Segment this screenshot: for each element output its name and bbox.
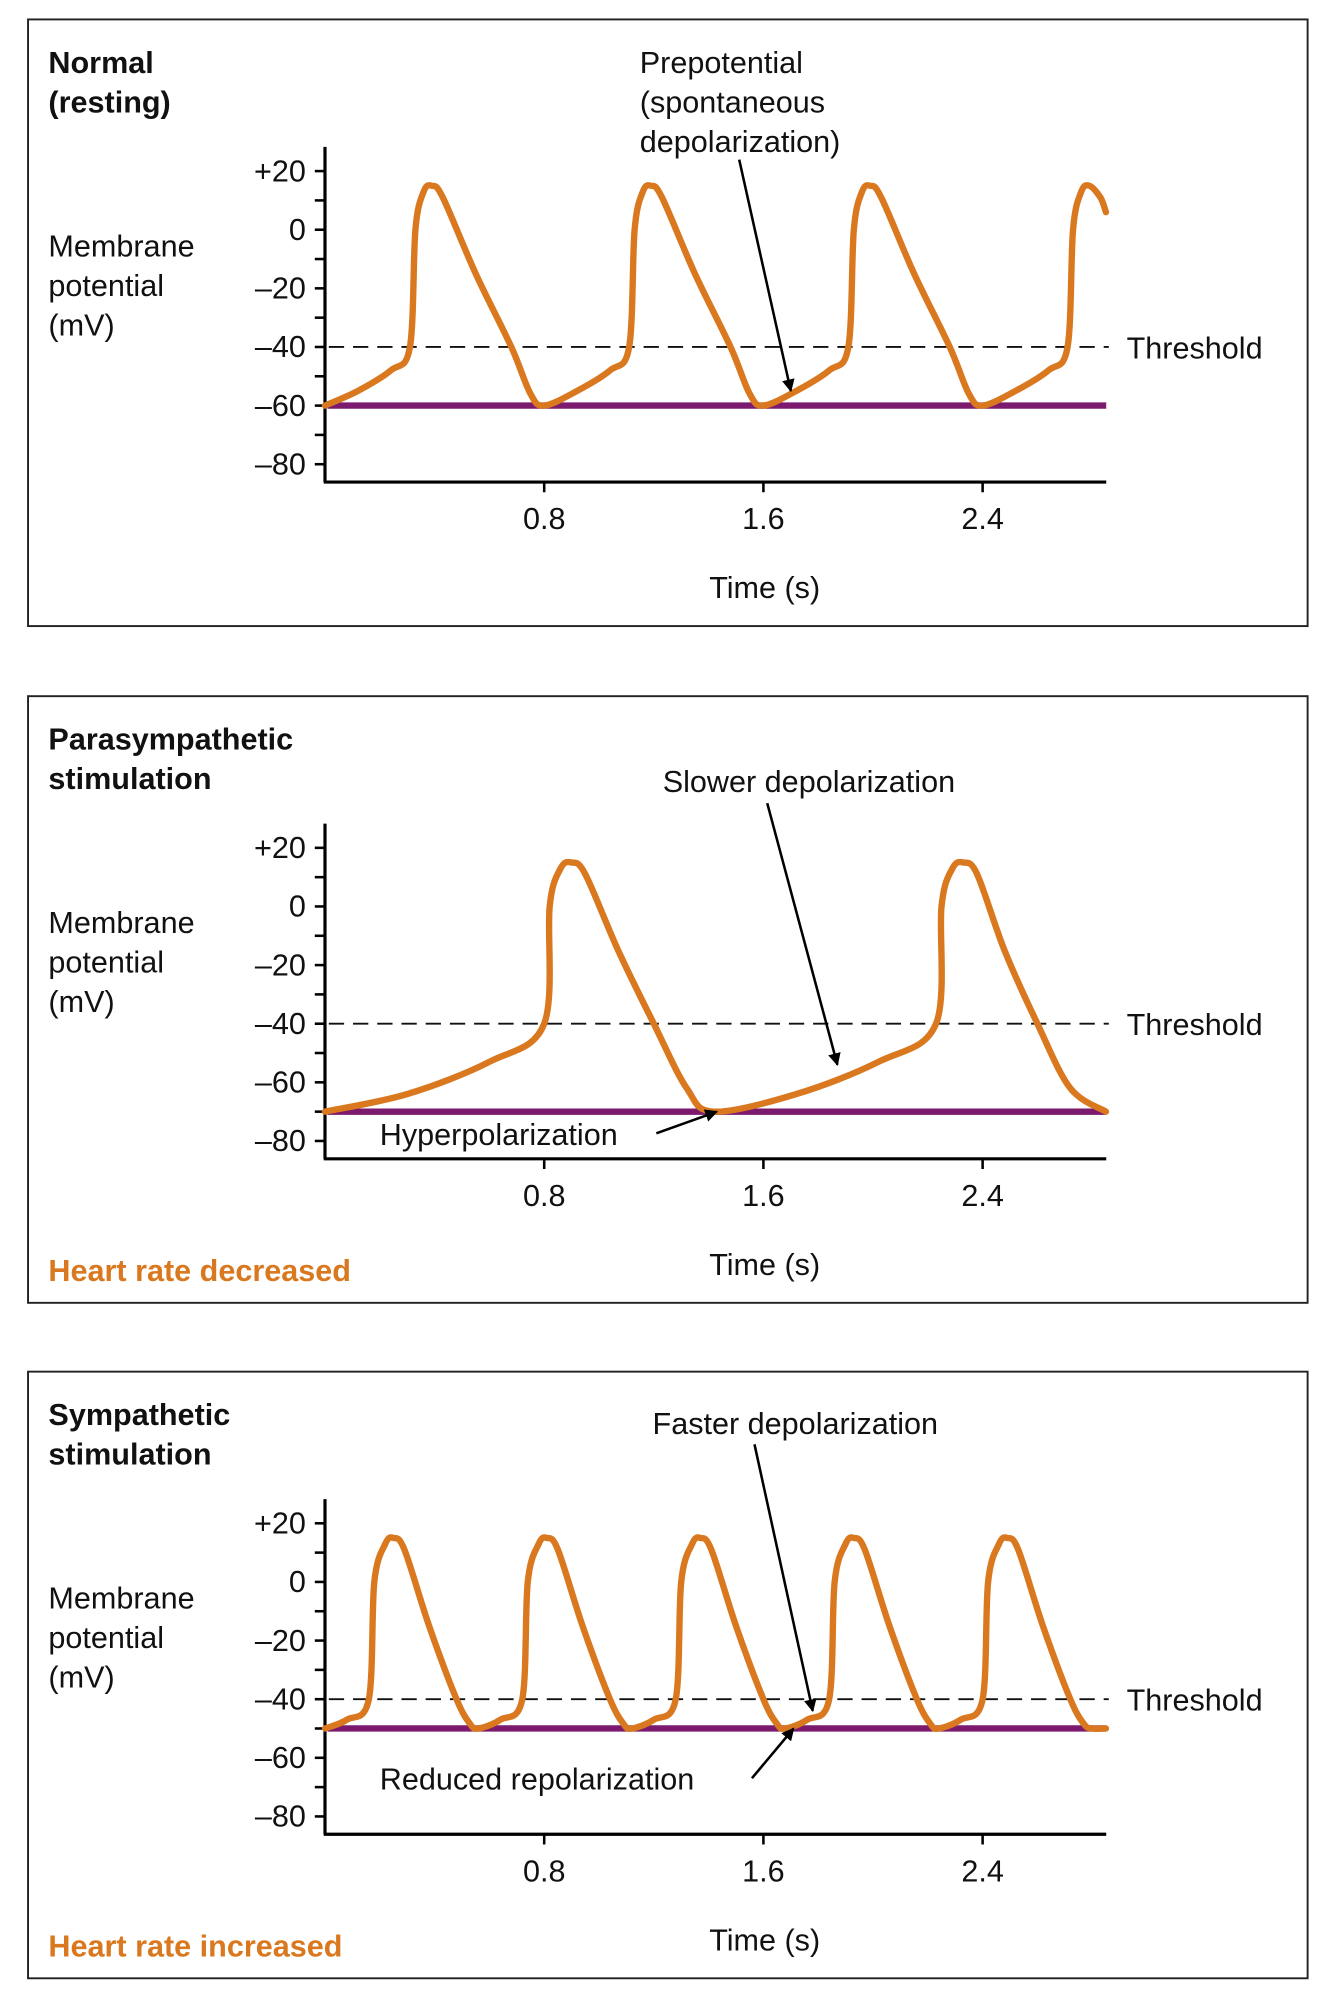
heart-rate-outcome: Heart rate decreased [48,1254,351,1288]
panel-title: (resting) [48,85,170,119]
x-axis-label: Time (s) [709,1248,820,1282]
x-tick-label: 2.4 [961,1179,1004,1213]
panel-title: Normal [48,46,153,80]
panel-3: Sympathetic stimulation Membrane potential (… [27,1370,1309,1980]
threshold-label: Threshold [1127,1684,1263,1718]
y-tick-label: –40 [255,1007,306,1041]
annotation-label: Slower depolarization [663,765,955,799]
heart-rate-outcome: Heart rate increased [48,1930,342,1964]
y-tick-label: –20 [255,948,306,982]
y-axis-label: Membrane [48,906,194,940]
y-axis-label: (mV) [48,308,114,342]
y-tick-label: –80 [255,447,306,481]
y-tick-label: +20 [254,1507,306,1541]
threshold-label: Threshold [1127,331,1263,365]
panel-title: Sympathetic [48,1398,230,1432]
x-axis-label: Time (s) [709,571,820,605]
panel-title: stimulation [48,1438,211,1472]
annotation-arrow [766,802,841,1066]
x-tick-label: 1.6 [742,1854,785,1888]
y-tick-label: +20 [254,831,306,865]
panel-border [27,695,1309,1304]
x-tick-label: 2.4 [961,502,1004,536]
y-tick-label: +20 [254,154,306,188]
panel-1: Normal (resting) Membrane potential (mV) +20 0… [27,18,1309,628]
x-tick-label: 0.8 [523,1179,566,1213]
annotation-label: Prepotential [640,46,803,80]
membrane-potential-trace [321,1534,1110,1733]
y-tick-label: –80 [255,1800,306,1834]
y-tick-label: –20 [255,1624,306,1658]
y-tick-label: –40 [255,1682,306,1716]
x-tick-label: 0.8 [523,502,566,536]
y-axis-label: Membrane [48,229,194,263]
y-tick-label: –40 [255,330,306,364]
annotation-label: Reduced repolarization [380,1763,694,1797]
panel-border [27,18,1309,628]
x-tick-label: 1.6 [742,502,785,536]
threshold-label: Threshold [1127,1008,1263,1042]
y-axis-label: potential [48,1621,164,1655]
annotation-label: (spontaneous [640,85,825,119]
y-tick-label: –60 [255,389,306,423]
panel-2: Parasympathetic stimulation Membrane potent… [27,695,1309,1304]
y-tick-label: 0 [289,890,306,924]
membrane-potential-trace [321,858,1110,1115]
annotation-arrow [655,1109,719,1135]
y-tick-label: 0 [289,1565,306,1599]
annotation-label: Faster depolarization [653,1407,939,1441]
x-axis-label: Time (s) [709,1923,820,1957]
y-tick-label: 0 [289,213,306,247]
y-axis-label: (mV) [48,1661,114,1695]
x-tick-label: 2.4 [961,1854,1004,1888]
annotation-arrow [753,1444,817,1713]
y-tick-label: –60 [255,1066,306,1100]
y-axis-label: potential [48,946,164,980]
membrane-potential-trace [321,182,1110,409]
y-tick-label: –60 [255,1741,306,1775]
y-axis-label: potential [48,269,164,303]
panel-title: Parasympathetic [48,723,293,757]
y-tick-label: –20 [255,272,306,306]
x-tick-label: 1.6 [742,1179,785,1213]
panel-border [27,1370,1309,1980]
annotation-label: depolarization) [640,125,841,159]
annotation-label: Hyperpolarization [380,1118,618,1152]
y-axis-label: Membrane [48,1582,194,1616]
annotation-arrow [750,1727,795,1780]
annotation-arrow [737,159,795,393]
panel-title: stimulation [48,762,211,796]
x-tick-label: 0.8 [523,1854,566,1888]
y-axis-label: (mV) [48,985,114,1019]
y-tick-label: –80 [255,1124,306,1158]
